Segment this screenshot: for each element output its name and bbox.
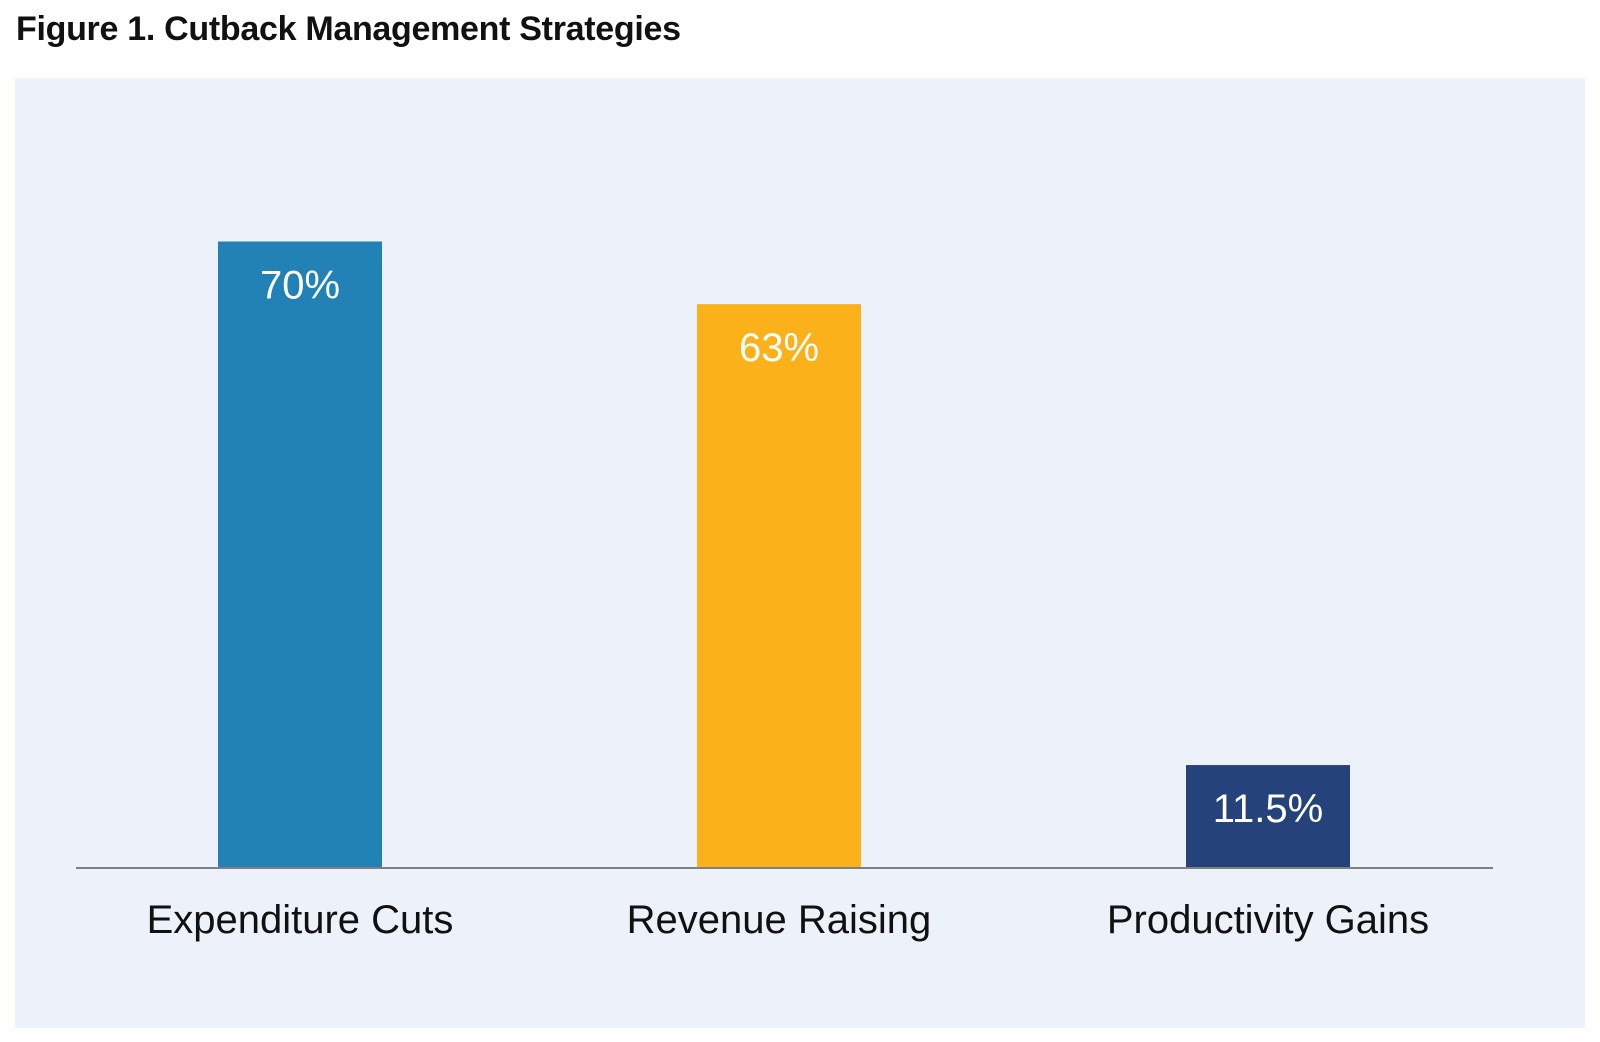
figure-title: Figure 1. Cutback Management Strategies	[16, 10, 681, 48]
bar-chart: 70% 63% 11.5% Expenditure Cuts Revenue Rais…	[15, 78, 1585, 1028]
category-label-productivity-gains: Productivity Gains	[1107, 898, 1429, 942]
data-label-revenue-raising: 63%	[739, 326, 819, 370]
category-label-expenditure-cuts: Expenditure Cuts	[147, 898, 454, 942]
bar-revenue-raising	[697, 304, 861, 868]
bars-group: 70% 63% 11.5%	[218, 241, 1350, 868]
data-label-productivity-gains: 11.5%	[1213, 787, 1323, 831]
bar-productivity-gains	[1186, 765, 1350, 868]
category-label-revenue-raising: Revenue Raising	[627, 898, 932, 942]
category-labels-group: Expenditure Cuts Revenue Raising Productiv…	[147, 898, 1430, 942]
bar-expenditure-cuts	[218, 241, 382, 868]
data-label-expenditure-cuts: 70%	[260, 264, 340, 308]
chart-panel: 70% 63% 11.5% Expenditure Cuts Revenue Rais…	[15, 78, 1585, 1028]
